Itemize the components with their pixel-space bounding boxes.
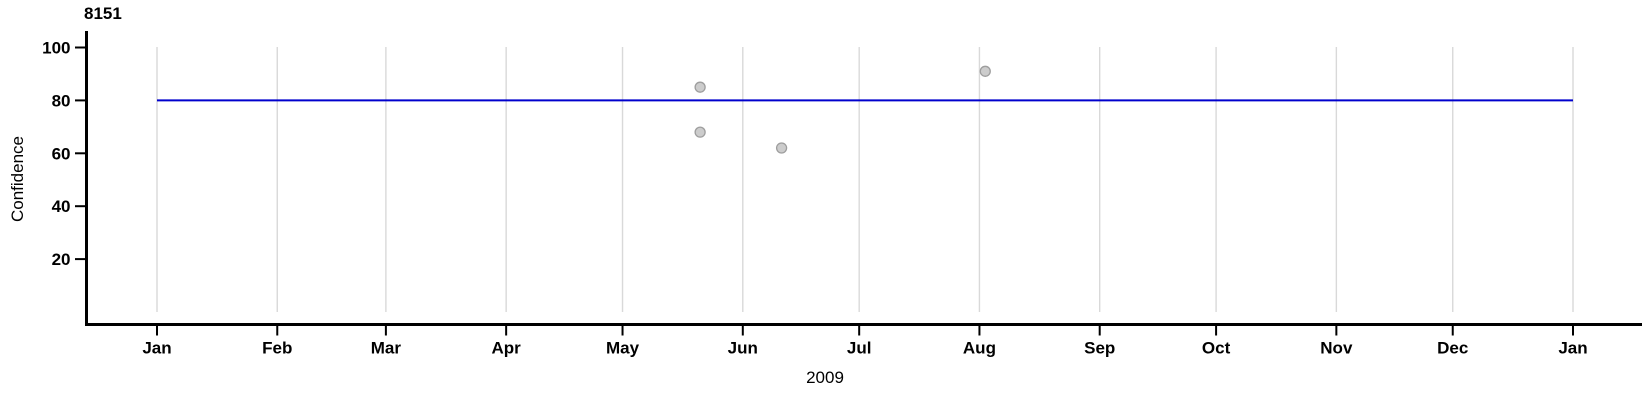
x-tick-label: Jan: [1558, 339, 1587, 358]
x-tick-label: Feb: [262, 339, 292, 358]
y-axis-title: Confidence: [8, 136, 27, 223]
tick-labels-group: Jan Feb Mar Apr May Jun Jul Aug Sep Oct Nov Dec Jan 2…: [42, 39, 1588, 358]
y-tick-label: 100: [42, 39, 70, 58]
data-point: [979, 65, 991, 77]
data-point: [694, 126, 706, 138]
x-tick-label: Jun: [728, 339, 758, 358]
chart-title: 8151: [84, 4, 122, 23]
y-tick-label: 40: [52, 197, 71, 216]
x-axis-title: 2009: [806, 368, 844, 387]
x-tick-label: May: [606, 339, 640, 358]
y-tick-label: 20: [52, 250, 71, 269]
x-tick-label: Jan: [142, 339, 171, 358]
ticks-group: [75, 46, 1574, 336]
x-tick-label: Apr: [492, 339, 522, 358]
x-tick-label: Jul: [847, 339, 872, 358]
data-points-group: [694, 65, 991, 154]
axes-group: [85, 31, 1642, 326]
data-point: [775, 142, 788, 154]
x-tick-label: Oct: [1202, 339, 1231, 358]
x-tick-label: Aug: [963, 339, 996, 358]
y-tick-label: 80: [52, 91, 71, 110]
y-tick-label: 60: [52, 144, 71, 163]
x-tick-label: Sep: [1084, 339, 1115, 358]
gridlines-group: [156, 47, 1574, 312]
data-point: [694, 81, 706, 93]
x-tick-label: Nov: [1320, 339, 1353, 358]
x-tick-label: Dec: [1437, 339, 1468, 358]
x-tick-label: Mar: [371, 339, 402, 358]
